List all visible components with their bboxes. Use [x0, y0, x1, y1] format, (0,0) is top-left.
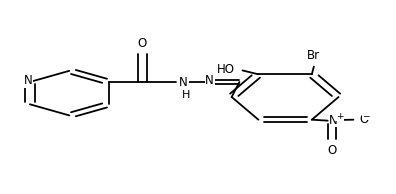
Text: O: O	[327, 144, 336, 157]
Text: N: N	[179, 76, 188, 89]
Text: +: +	[336, 112, 343, 121]
Text: N: N	[23, 74, 32, 87]
Text: HO: HO	[217, 63, 234, 76]
Text: H: H	[181, 90, 190, 100]
Text: N: N	[206, 74, 214, 87]
Text: −: −	[362, 111, 370, 120]
Text: O: O	[138, 37, 147, 50]
Text: N: N	[329, 113, 338, 126]
Text: Br: Br	[307, 49, 320, 62]
Text: O: O	[360, 113, 369, 126]
